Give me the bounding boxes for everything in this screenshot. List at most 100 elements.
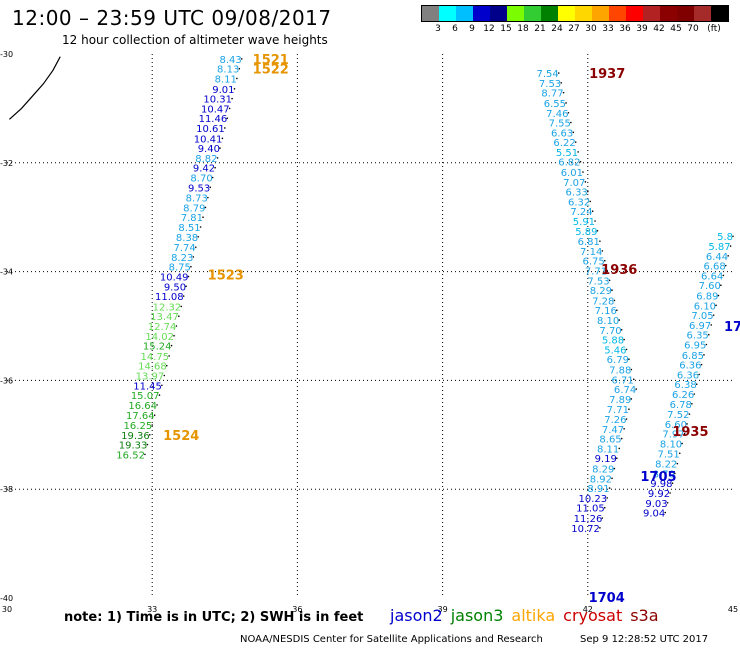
track-point: [611, 289, 613, 291]
legend-swatch: [524, 6, 541, 21]
wave-height-label: 8.11: [597, 444, 619, 455]
track-point: [194, 246, 197, 248]
legend-label: 70: [687, 24, 699, 34]
track-point: [579, 160, 582, 163]
wave-height-label: 11.45: [133, 381, 162, 392]
legend-label: 6: [452, 24, 458, 34]
legend-label: 33: [602, 24, 614, 34]
track-point: [603, 506, 606, 509]
legend-label: 30: [585, 24, 597, 34]
track-point: [628, 358, 630, 360]
legend-swatch: [558, 6, 575, 21]
wave-height-label: 10.72: [571, 524, 600, 535]
track-point: [632, 378, 635, 381]
wave-height-label: 8.82: [195, 154, 217, 165]
track-point: [572, 131, 575, 134]
track-point: [219, 147, 221, 149]
wave-height-label: 8.65: [599, 435, 621, 446]
wave-height-label: 8.75: [169, 263, 191, 274]
track-point: [623, 428, 625, 430]
track-point: [226, 117, 229, 119]
track-point: [582, 171, 584, 173]
track-point: [717, 294, 720, 297]
track-point: [199, 226, 202, 228]
wave-height-label: 6.81: [578, 237, 600, 248]
x-tick-label: 45: [728, 605, 738, 614]
x-tick-label: 30: [2, 605, 12, 614]
legend-swatch: [575, 6, 592, 21]
track-point: [565, 102, 567, 104]
credit-text: NOAA/NESDIS Center for Satellite Applica…: [240, 634, 543, 645]
wave-height-label: 12.74: [148, 322, 177, 333]
wave-height-label: 9.40: [198, 144, 220, 155]
track-point: [158, 394, 161, 396]
track-point: [695, 383, 698, 386]
y-tick-label: -40: [0, 594, 13, 603]
legend-swatch: [507, 6, 524, 21]
track-point: [606, 497, 608, 499]
track-point: [175, 325, 178, 327]
wave-height-label: 7.60: [699, 281, 721, 292]
track-point: [683, 432, 686, 435]
track-point: [216, 157, 219, 159]
track-point: [240, 58, 243, 60]
y-tick-label: -38: [0, 485, 13, 494]
wave-height-label: 7.46: [546, 109, 568, 120]
track-point: [153, 414, 156, 417]
wave-height-label: 6.26: [672, 390, 694, 401]
wave-height-label: 6.55: [544, 99, 566, 110]
satellite-legend-item: s3a: [630, 606, 659, 625]
wave-height-label: 6.85: [682, 351, 704, 362]
legend-label: 27: [568, 24, 580, 34]
pass-label: 1705: [640, 470, 676, 485]
track-point: [577, 151, 579, 153]
track-point: [666, 502, 669, 504]
legend-label: 45: [670, 24, 682, 34]
wave-height-label: 7.24: [570, 207, 592, 218]
track-point: [616, 309, 618, 312]
wave-height-label: 8.70: [653, 469, 675, 480]
track-point: [204, 206, 207, 209]
track-point: [197, 235, 199, 238]
track-point: [601, 517, 604, 519]
wave-height-label: 7.70: [599, 326, 621, 337]
track-point: [192, 256, 195, 258]
wave-height-label: 6.64: [701, 271, 723, 282]
track-point: [599, 527, 601, 529]
wave-height-label: 9.50: [164, 282, 186, 293]
track-point: [724, 264, 727, 267]
track-point: [224, 127, 226, 129]
pass-label: 1524: [163, 429, 199, 444]
wave-height-label: 6.44: [706, 252, 728, 263]
legend-label: 42: [653, 24, 665, 34]
legend-swatch: [711, 6, 728, 21]
wave-height-label: 6.68: [703, 262, 725, 273]
legend-label: 36: [619, 24, 631, 34]
track-point: [698, 373, 700, 376]
wave-height-label: 6.78: [670, 400, 692, 411]
wave-height-label: 8.79: [183, 203, 205, 214]
wave-height-label: 11.08: [155, 292, 184, 303]
legend-swatch: [422, 6, 439, 21]
legend-swatch: [439, 6, 456, 21]
track-point: [727, 255, 729, 257]
wave-height-label: 9.98: [650, 479, 672, 490]
track-point: [618, 319, 621, 321]
track-point: [691, 402, 693, 405]
track-point: [207, 196, 209, 199]
track-point: [693, 393, 696, 395]
track-point: [608, 487, 611, 489]
wave-height-label: 13.97: [136, 372, 165, 383]
track-point: [599, 240, 601, 242]
wave-height-label: 5.46: [604, 345, 626, 356]
wave-height-label: 8.10: [660, 440, 682, 451]
wave-height-label: 5.91: [573, 217, 595, 228]
track-point: [720, 284, 722, 287]
track-point: [620, 329, 623, 331]
wave-height-label: 8.92: [590, 474, 612, 485]
wave-height-label: 8.29: [592, 465, 614, 476]
track-point: [678, 452, 681, 455]
legend-swatch: [490, 6, 507, 21]
wave-height-label: 10.31: [203, 95, 232, 106]
track-point: [148, 434, 151, 436]
